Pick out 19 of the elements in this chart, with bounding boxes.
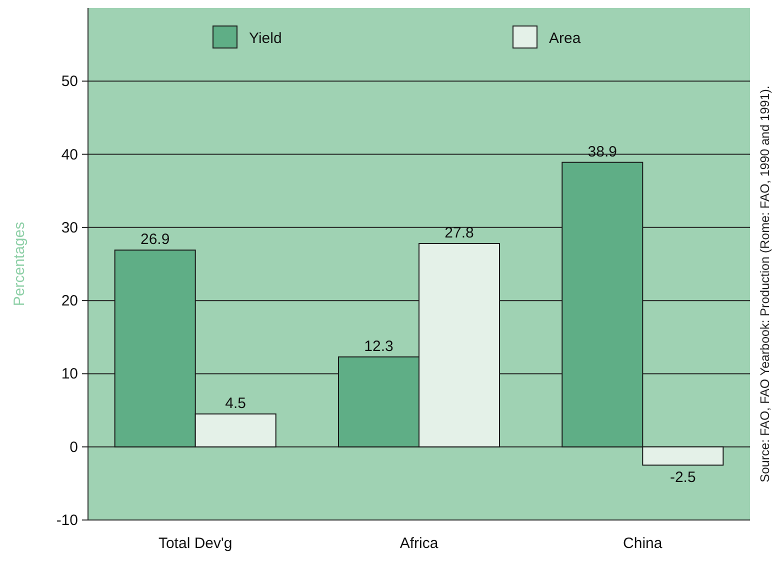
x-tick-label: China: [623, 535, 663, 552]
y-tick-label: 50: [61, 73, 78, 90]
y-tick-label: 30: [61, 219, 78, 236]
x-tick-label: Total Dev'g: [158, 535, 232, 552]
y-tick-label: 10: [61, 366, 78, 383]
legend-label: Area: [549, 30, 582, 47]
data-label: 26.9: [140, 231, 170, 248]
y-tick-label: 20: [61, 292, 78, 310]
y-tick-label: -10: [56, 512, 78, 529]
data-label: 12.3: [364, 338, 394, 355]
y-axis-title: Percentages: [11, 222, 28, 306]
y-tick-label: 0: [70, 438, 78, 456]
data-label: -2.5: [670, 469, 696, 486]
data-label: 27.8: [444, 224, 474, 242]
legend-label: Yield: [249, 30, 282, 47]
source-note: Source: FAO, FAO Yearbook: Production (Rome: FAO, 1990 and 1991).: [758, 86, 772, 482]
data-label: 4.5: [225, 394, 246, 412]
y-tick-label: 40: [61, 146, 78, 164]
x-tick-label: Africa: [400, 535, 439, 552]
